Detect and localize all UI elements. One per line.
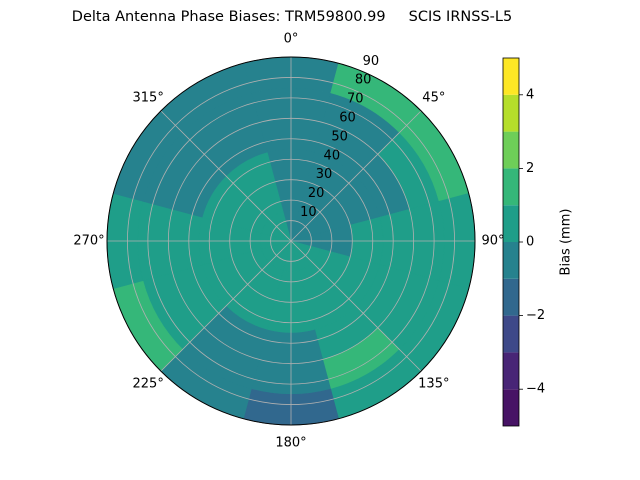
colorbar-band: [503, 58, 519, 95]
r-tick-label: 50: [331, 129, 348, 144]
polar-grid: 10 20 30 40 50 60 70 80 90 0° 45° 90° 135° 180° 225° 27…: [73, 32, 504, 451]
colorbar-label: Bias (mm): [559, 209, 574, 276]
theta-tick-label: 315°: [133, 91, 164, 106]
theta-tick-label: 270°: [73, 234, 104, 249]
contour: [106, 56, 476, 426]
colorbar-band: [503, 352, 519, 390]
chart-title: Delta Antenna Phase Biases: TRM59800.99 …: [72, 9, 512, 25]
r-tick-label: 70: [347, 92, 364, 107]
colorbar-tick-label: 4: [526, 87, 534, 102]
theta-tick-label: 45°: [422, 91, 445, 106]
colorbar-band: [503, 315, 519, 353]
colorbar-tick-label: 2: [526, 161, 534, 176]
r-tick-label: 10: [300, 205, 317, 220]
colorbar-band: [503, 168, 519, 206]
angular-grid-line: [290, 110, 422, 242]
colorbar-band: [503, 131, 519, 169]
theta-tick-label: 180°: [275, 436, 306, 451]
colorbar-tick-label: −4: [526, 382, 545, 397]
colorbar-band: [503, 389, 519, 426]
colorbar-band: [503, 94, 519, 132]
colorbar-tick-label: 0: [526, 235, 534, 250]
theta-tick-label: 135°: [418, 376, 449, 391]
angular-grid-line: [160, 240, 292, 372]
r-tick-label: 20: [308, 186, 325, 201]
angular-grid-line: [160, 110, 292, 242]
theta-tick-label: 90°: [481, 234, 504, 249]
r-tick-label: 40: [324, 148, 341, 163]
angular-grid-line: [290, 240, 422, 372]
theta-tick-label: 0°: [284, 32, 299, 47]
colorbar: −4 −2 0 2 4: [502, 57, 545, 427]
r-tick-label: 90: [363, 54, 380, 69]
colorbar-band: [503, 205, 519, 242]
theta-tick-label: 225°: [133, 376, 164, 391]
colorbar-tick-label: −2: [526, 308, 545, 323]
r-tick-label: 80: [355, 73, 372, 88]
colorbar-band: [503, 242, 519, 279]
polar-frame: [106, 56, 476, 426]
colorbar-band: [503, 278, 519, 316]
r-tick-label: 30: [316, 167, 333, 182]
r-tick-label: 60: [339, 110, 356, 125]
